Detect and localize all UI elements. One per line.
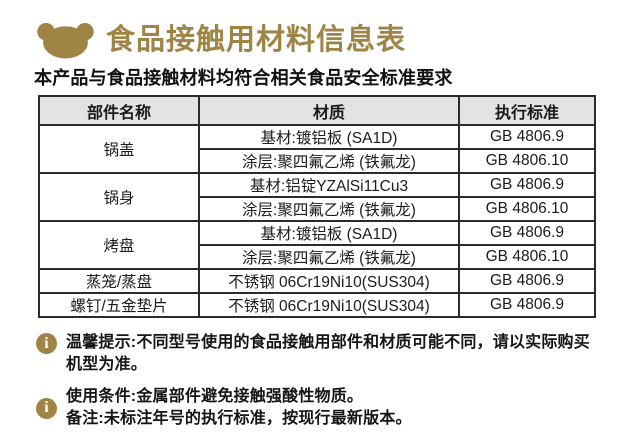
part-cell: 烤盘: [38, 220, 200, 270]
part-cell: 锅盖: [38, 124, 200, 174]
info-icon: i: [36, 397, 57, 419]
material-cell: 基材:镀铝板 (SA1D): [198, 124, 460, 150]
part-cell: 螺钉/五金垫片: [38, 292, 200, 318]
usage-note: i 使用条件:金属部件避免接触强酸性物质。 备注:未标注年号的执行标准，按现行最…: [36, 386, 596, 430]
table-row: 螺钉/五金垫片 不锈钢 06Cr19Ni10(SUS304) GB 4806.9: [38, 292, 596, 318]
page-title: 食品接触用材料信息表: [106, 24, 407, 56]
table-row: 涂层:聚四氟乙烯 (铁氟龙) GB 4806.10: [39, 244, 596, 270]
table-row: 蒸笼/蒸盘 不锈钢 06Cr19Ni10(SUS304) GB 4806.9: [38, 268, 596, 294]
standard-cell: GB 4806.9: [458, 172, 596, 198]
part-cell: 锅身: [38, 172, 200, 222]
part-cell: 蒸笼/蒸盘: [38, 268, 200, 294]
bear-head-icon: [37, 22, 94, 59]
standard-cell: GB 4806.10: [458, 196, 596, 222]
col-header-part-name: 部件名称: [38, 95, 200, 126]
remark-line: 备注:未标注年号的执行标准，按现行最新版本。: [66, 410, 412, 427]
material-cell: 基材:镀铝板 (SA1D): [198, 220, 460, 246]
usage-condition-line: 使用条件:金属部件避免接触强酸性物质。: [66, 388, 364, 405]
materials-table: 部件名称 材质 执行标准 锅盖 基材:镀铝板 (SA1D) GB 4806.9 …: [38, 95, 596, 318]
standard-cell: GB 4806.10: [458, 148, 596, 174]
table-row: 锅盖 基材:镀铝板 (SA1D) GB 4806.9: [38, 124, 596, 174]
standard-cell: GB 4806.10: [458, 244, 596, 270]
info-icon: i: [36, 333, 57, 354]
brand-header: 食品接触用材料信息表: [36, 22, 406, 59]
standard-cell: GB 4806.9: [458, 292, 596, 318]
col-header-standard: 执行标准: [458, 95, 596, 126]
tip-note-text: 温馨提示:不同型号使用的食品接触用部件和材质可能不同，请以实际购买机型为准。: [66, 334, 590, 373]
standard-cell: GB 4806.9: [458, 268, 596, 294]
table-row: 烤盘 基材:镀铝板 (SA1D) GB 4806.9: [38, 220, 596, 270]
standard-cell: GB 4806.9: [458, 220, 596, 246]
material-cell: 基材:铝锭YZAlSi11Cu3: [198, 172, 460, 198]
tip-note: i 温馨提示:不同型号使用的食品接触用部件和材质可能不同，请以实际购买机型为准。: [36, 332, 596, 376]
table-row: 涂层:聚四氟乙烯 (铁氟龙) GB 4806.10: [39, 196, 596, 222]
usage-note-text: 使用条件:金属部件避免接触强酸性物质。 备注:未标注年号的执行标准，按现行最新版…: [66, 386, 412, 430]
material-cell: 不锈钢 06Cr19Ni10(SUS304): [198, 268, 460, 294]
compliance-subtitle: 本产品与食品接触材料均符合相关食品安全标准要求: [34, 68, 453, 88]
material-cell: 涂层:聚四氟乙烯 (铁氟龙): [198, 244, 460, 270]
table-row: 锅身 基材:铝锭YZAlSi11Cu3 GB 4806.9: [38, 172, 596, 222]
table-header-row: 部件名称 材质 执行标准: [38, 95, 596, 126]
material-cell: 不锈钢 06Cr19Ni10(SUS304): [198, 292, 460, 318]
standard-cell: GB 4806.9: [458, 124, 596, 150]
table-row: 涂层:聚四氟乙烯 (铁氟龙) GB 4806.10: [39, 148, 596, 174]
col-header-material: 材质: [198, 95, 460, 126]
material-cell: 涂层:聚四氟乙烯 (铁氟龙): [198, 196, 460, 222]
material-cell: 涂层:聚四氟乙烯 (铁氟龙): [198, 148, 460, 174]
